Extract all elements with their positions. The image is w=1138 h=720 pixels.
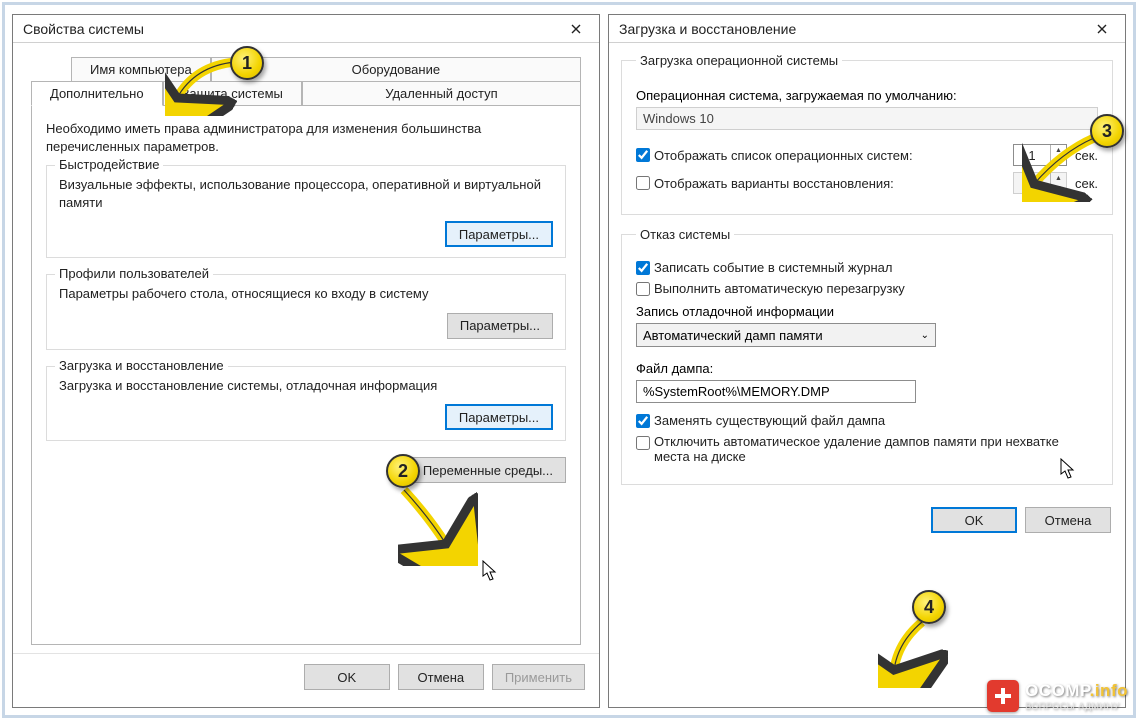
spinner-up-icon: ▲ [1051,173,1066,183]
default-os-dropdown[interactable]: Windows 10 [636,107,1098,130]
group-performance-desc: Визуальные эффекты, использование процес… [59,176,553,211]
titlebar: Загрузка и восстановление [609,15,1125,43]
step-badge-4: 4 [912,590,946,624]
os-timeout-spinner[interactable]: 1 ▲▼ [1013,144,1067,166]
step-badge-2: 2 [386,454,420,488]
group-performance: Быстродействие Визуальные эффекты, испол… [46,165,566,258]
cancel-button[interactable]: Отмена [398,664,484,690]
spinner-down-icon[interactable]: ▼ [1051,155,1066,165]
step-badge-1: 1 [230,46,264,80]
auto-restart-checkbox[interactable] [636,282,650,296]
admin-intro-text: Необходимо иметь права администратора дл… [46,120,566,155]
dialog-title: Свойства системы [23,21,144,37]
dump-file-input[interactable] [636,380,916,403]
close-button[interactable] [559,18,593,40]
show-os-list-label: Отображать список операционных систем: [654,148,913,163]
startup-recovery-dialog: Загрузка и восстановление Загрузка опера… [608,14,1126,708]
watermark-title-suffix: .info [1090,681,1128,700]
ok-button[interactable]: OK [304,664,390,690]
ok-button[interactable]: OK [931,507,1017,533]
disable-auto-delete-checkbox[interactable] [636,436,650,450]
group-startup-desc: Загрузка и восстановление системы, отлад… [59,377,553,395]
dump-file-label: Файл дампа: [636,361,1098,376]
close-icon [1097,24,1107,34]
tab-system-protection[interactable]: Защита системы [163,81,302,105]
recovery-timeout-value: 30 [1014,173,1050,193]
chevron-down-icon: ⌄ [921,330,929,341]
dump-info-label: Запись отладочной информации [636,304,1098,319]
watermark: OCOMP.info ВОПРОСЫ АДМИНУ [987,680,1128,712]
titlebar: Свойства системы [13,15,599,43]
performance-settings-button[interactable]: Параметры... [445,221,553,247]
close-icon [571,24,581,34]
fieldset-boot-legend: Загрузка операционной системы [636,53,842,68]
close-button[interactable] [1085,18,1119,40]
env-variables-button[interactable]: Переменные среды... [410,457,566,483]
dump-type-value: Автоматический дамп памяти [643,328,823,343]
cancel-button[interactable]: Отмена [1025,507,1111,533]
fieldset-system-boot: Загрузка операционной системы Операционн… [621,53,1113,215]
os-timeout-value: 1 [1014,145,1050,165]
write-event-label: Записать событие в системный журнал [654,260,892,275]
watermark-logo-icon [987,680,1019,712]
step-badge-3: 3 [1090,114,1124,148]
group-profiles-desc: Параметры рабочего стола, относящиеся ко… [59,285,553,303]
overwrite-dump-checkbox[interactable] [636,414,650,428]
group-startup-recovery: Загрузка и восстановление Загрузка и вос… [46,366,566,442]
dump-type-dropdown[interactable]: Автоматический дамп памяти ⌄ [636,323,936,347]
dialog-title: Загрузка и восстановление [619,21,796,37]
spinner-down-icon: ▼ [1051,183,1066,193]
system-properties-dialog: Свойства системы Имя компьютера Оборудов… [12,14,600,708]
write-event-checkbox[interactable] [636,261,650,275]
recovery-timeout-spinner: 30 ▲▼ [1013,172,1067,194]
group-user-profiles: Профили пользователей Параметры рабочего… [46,274,566,350]
tab-computer-name[interactable]: Имя компьютера [71,57,211,81]
seconds-label: сек. [1075,176,1098,191]
tab-content-advanced: Необходимо иметь права администратора дл… [31,105,581,645]
tab-remote[interactable]: Удаленный доступ [302,81,581,105]
startup-settings-button[interactable]: Параметры... [445,404,553,430]
group-profiles-legend: Профили пользователей [55,266,213,281]
tab-hardware[interactable]: Оборудование [211,57,581,81]
overwrite-dump-label: Заменять существующий файл дампа [654,413,885,428]
fieldset-system-failure: Отказ системы Записать событие в системн… [621,227,1113,485]
tab-advanced[interactable]: Дополнительно [31,81,163,106]
cursor-icon [482,560,498,585]
profiles-settings-button[interactable]: Параметры... [447,313,553,339]
cursor-icon [1060,458,1076,483]
watermark-title: OCOMP [1025,681,1090,700]
show-recovery-label: Отображать варианты восстановления: [654,176,894,191]
group-startup-legend: Загрузка и восстановление [55,358,228,373]
watermark-subtitle: ВОПРОСЫ АДМИНУ [1025,701,1128,711]
fieldset-failure-legend: Отказ системы [636,227,734,242]
default-os-label: Операционная система, загружаемая по умо… [636,88,1098,103]
show-recovery-checkbox[interactable] [636,176,650,190]
seconds-label: сек. [1075,148,1098,163]
group-performance-legend: Быстродействие [55,157,163,172]
spinner-up-icon[interactable]: ▲ [1051,145,1066,155]
apply-button[interactable]: Применить [492,664,585,690]
show-os-list-checkbox[interactable] [636,148,650,162]
auto-restart-label: Выполнить автоматическую перезагрузку [654,281,905,296]
disable-auto-delete-label: Отключить автоматическое удаление дампов… [654,434,1074,464]
